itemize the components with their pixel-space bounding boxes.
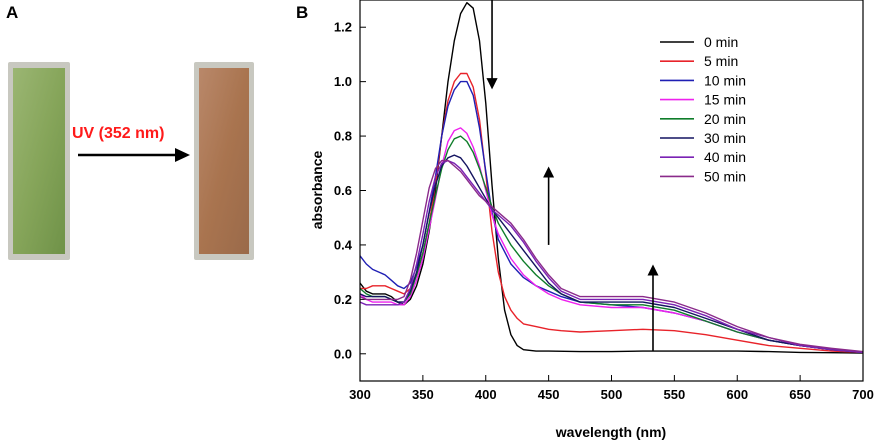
x-tick-label: 650 <box>789 387 811 402</box>
x-tick-label: 350 <box>412 387 434 402</box>
film-after <box>194 62 254 260</box>
y-axis-title: absorbance <box>309 150 325 229</box>
x-tick-label: 550 <box>664 387 686 402</box>
annotation-layer <box>486 0 659 352</box>
legend-label: 5 min <box>704 53 738 69</box>
tick-layer: 300 350 400 450 500 550 600 650 700 0.0 0.2 0.4 0.6 0… <box>334 20 874 402</box>
uv-label: UV (352 nm) <box>72 125 164 142</box>
series-line-5-min <box>360 72 864 354</box>
legend-label: 40 min <box>704 149 746 165</box>
y-tick-label: 0.6 <box>334 183 352 198</box>
y-tick-label: 0.4 <box>334 237 353 252</box>
series-line-40-min <box>359 159 864 354</box>
series-line-30-min <box>359 154 864 354</box>
x-tick-label: 600 <box>726 387 748 402</box>
plot-frame <box>359 0 864 382</box>
x-tick-label: 500 <box>601 387 623 402</box>
x-tick-label: 700 <box>852 387 874 402</box>
legend-label: 50 min <box>704 168 746 184</box>
film-after-swatch <box>199 68 249 254</box>
y-tick-label: 1.2 <box>334 20 352 35</box>
y-tick-label: 0.2 <box>334 292 352 307</box>
absorbance-chart: 300 350 400 450 500 550 600 650 700 0.0 0.2 0.4 0.6 0… <box>309 0 874 440</box>
x-axis-title: wavelength (nm) <box>555 424 666 440</box>
series-line-0-min <box>359 2 864 354</box>
panel-a-letter: A <box>6 3 18 22</box>
panel-b-letter: B <box>296 3 308 22</box>
legend-label: 20 min <box>704 111 746 127</box>
film-before <box>8 62 70 260</box>
series-layer <box>359 2 864 354</box>
y-tick-label: 0.8 <box>334 129 352 144</box>
x-tick-label: 300 <box>349 387 371 402</box>
legend-label: 0 min <box>704 34 738 50</box>
film-before-swatch <box>13 68 65 254</box>
x-tick-label: 400 <box>475 387 497 402</box>
legend-label: 10 min <box>704 72 746 88</box>
y-tick-label: 0.0 <box>334 346 352 361</box>
legend-label: 15 min <box>704 92 746 108</box>
series-line-50-min <box>359 159 864 353</box>
series-line-15-min <box>359 127 864 354</box>
uv-arrow <box>78 148 190 162</box>
y-tick-label: 1.0 <box>334 74 352 89</box>
series-line-10-min <box>359 80 864 354</box>
legend-label: 30 min <box>704 130 746 146</box>
legend: 0 min 5 min 10 min 15 min 20 min 30 min 40 min… <box>660 34 746 184</box>
x-tick-label: 450 <box>538 387 560 402</box>
